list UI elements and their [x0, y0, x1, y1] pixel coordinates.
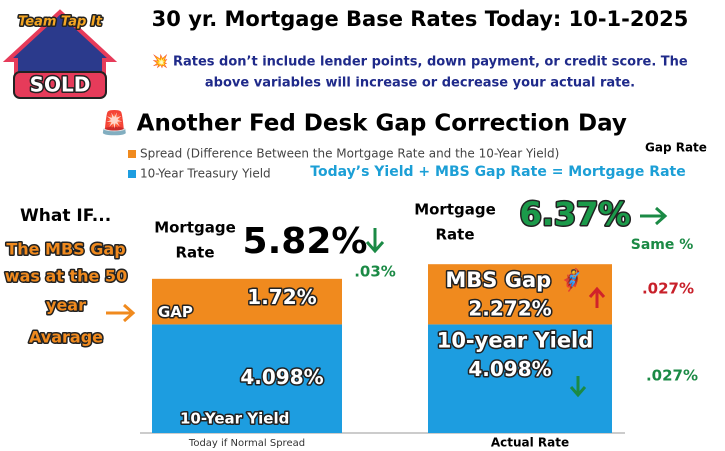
- segment-name: 10-Year Yield: [180, 410, 289, 428]
- legend-swatch: [128, 170, 136, 178]
- what-if-note: was at the 50: [5, 267, 127, 286]
- logo-badge: SOLD: [30, 73, 91, 97]
- bar-segment: [428, 264, 612, 325]
- subtitle: above variables will increase or decreas…: [205, 76, 635, 91]
- total-value: 5.82%: [243, 221, 368, 262]
- change-note: .027%: [646, 367, 698, 385]
- what-if-note: year: [46, 296, 86, 315]
- x-tick-label: Actual Rate: [491, 436, 569, 450]
- subtitle: 💥 Rates don’t include lender points, dow…: [152, 54, 688, 70]
- x-tick-label: Today if Normal Spread: [188, 438, 305, 449]
- arrow: [569, 376, 587, 398]
- segment-name: 10-year Yield: [437, 328, 594, 352]
- arrow: [365, 228, 385, 254]
- total-label: Rate: [435, 226, 474, 244]
- legend-label: Spread (Difference Between the Mortgage …: [140, 147, 559, 161]
- total-value: 6.37%: [519, 195, 630, 233]
- logo: Team Tap It SOLD: [2, 9, 118, 99]
- equation: Today’s Yield + MBS Gap Rate = Mortgage …: [310, 164, 685, 180]
- title: 30 yr. Mortgage Base Rates Today: 10-1-2…: [152, 7, 689, 31]
- change-note: .027%: [642, 280, 694, 298]
- change-note: Same %: [631, 237, 694, 253]
- segment-name: MBS Gap 🦸: [445, 267, 584, 293]
- legend-swatch: [128, 150, 136, 158]
- bar-segment: [152, 278, 342, 325]
- bar-segment: [152, 324, 342, 433]
- arrow: [588, 286, 606, 308]
- value-label: 4.098%: [468, 357, 551, 381]
- total-label: Rate: [175, 244, 214, 262]
- arrow: [640, 206, 668, 226]
- total-label: Mortgage: [154, 219, 236, 237]
- legend-label: 10-Year Treasury Yield: [140, 167, 271, 181]
- change-note: .03%: [354, 263, 396, 281]
- arrow: [106, 303, 136, 323]
- total-label: Mortgage: [414, 201, 496, 219]
- value-label: 4.098%: [240, 365, 323, 389]
- segment-name: GAP: [158, 303, 193, 321]
- what-if: What IF...: [20, 206, 111, 226]
- value-label: 1.72%: [247, 285, 316, 309]
- gap-rate-label: Gap Rate: [645, 141, 707, 155]
- value-label: 2.272%: [468, 297, 551, 321]
- logo-top: Team Tap It: [18, 15, 103, 30]
- bar-segment: [428, 324, 612, 433]
- what-if-note: The MBS Gap: [6, 240, 125, 259]
- what-if-note: Avarage: [29, 328, 103, 347]
- headline: 🚨 Another Fed Desk Gap Correction Day: [100, 110, 627, 137]
